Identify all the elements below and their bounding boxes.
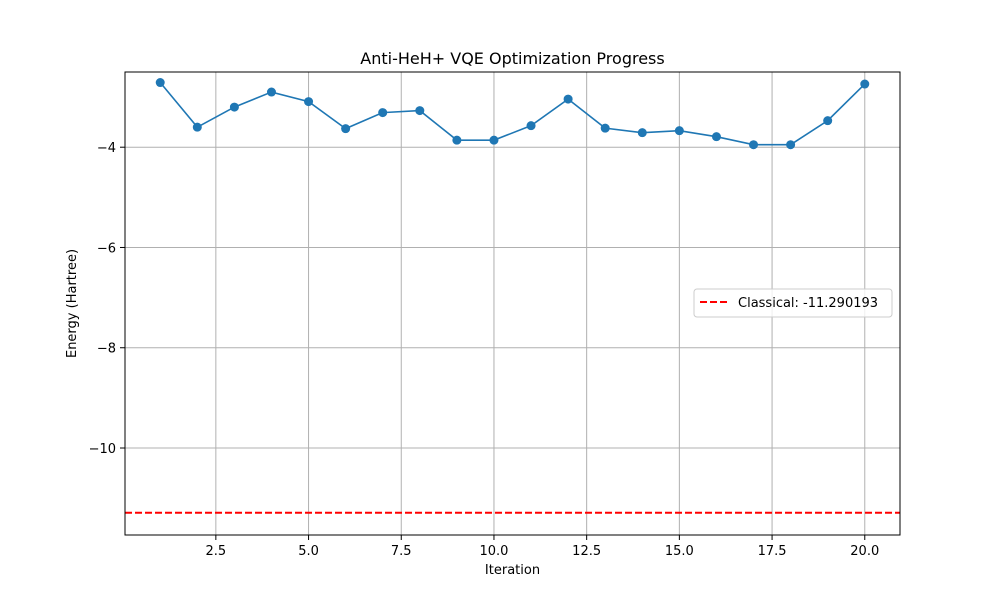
energy-data-point bbox=[304, 97, 314, 107]
energy-data-point bbox=[192, 122, 202, 132]
energy-data-point bbox=[711, 132, 721, 142]
chart-title: Anti-HeH+ VQE Optimization Progress bbox=[360, 49, 664, 68]
energy-data-point bbox=[452, 135, 462, 145]
x-axis-ticks: 2.5 5.0 7.5 10.0 12.5 15.0 17.5 20.0 bbox=[206, 535, 879, 559]
energy-data-point bbox=[600, 123, 610, 133]
series-layer bbox=[155, 78, 870, 150]
x-tick-label: 7.5 bbox=[391, 544, 412, 559]
legend-box bbox=[693, 288, 893, 318]
energy-data-point bbox=[489, 135, 499, 145]
energy-data-point bbox=[526, 121, 536, 131]
x-tick-label: 15.0 bbox=[665, 544, 694, 559]
x-tick-label: 17.5 bbox=[758, 544, 787, 559]
y-tick-label: −4 bbox=[97, 141, 116, 156]
y-axis-label: Energy (Hartree) bbox=[65, 249, 80, 358]
x-tick-label: 10.0 bbox=[479, 544, 508, 559]
x-tick-label: 12.5 bbox=[572, 544, 601, 559]
energy-data-point bbox=[341, 124, 351, 134]
x-axis-label: Iteration bbox=[485, 563, 540, 578]
energy-data-point bbox=[415, 106, 425, 116]
grid bbox=[125, 72, 900, 535]
energy-data-point bbox=[786, 140, 796, 150]
energy-data-point bbox=[266, 87, 276, 97]
energy-data-point bbox=[155, 78, 165, 88]
y-tick-label: −6 bbox=[97, 241, 116, 256]
energy-data-point bbox=[637, 128, 647, 138]
energy-data-point bbox=[563, 94, 573, 104]
energy-data-point bbox=[674, 126, 684, 136]
energy-data-point bbox=[823, 116, 833, 126]
x-tick-label: 2.5 bbox=[206, 544, 227, 559]
energy-data-point bbox=[229, 102, 239, 112]
legend-label-classical: Classical: -11.290193 bbox=[738, 296, 878, 311]
plot-area-frame bbox=[124, 71, 901, 536]
x-tick-label: 5.0 bbox=[298, 544, 319, 559]
y-tick-label: −8 bbox=[97, 342, 116, 357]
y-tick-label: −10 bbox=[89, 442, 116, 457]
y-axis-ticks: −10 −8 −6 −4 bbox=[89, 141, 125, 457]
energy-data-point bbox=[378, 108, 388, 118]
x-tick-label: 20.0 bbox=[850, 544, 879, 559]
energy-data-point bbox=[749, 140, 759, 150]
energy-data-point bbox=[860, 79, 870, 89]
energy-series-line bbox=[159, 82, 866, 146]
legend: Classical: -11.290193 bbox=[693, 288, 893, 318]
